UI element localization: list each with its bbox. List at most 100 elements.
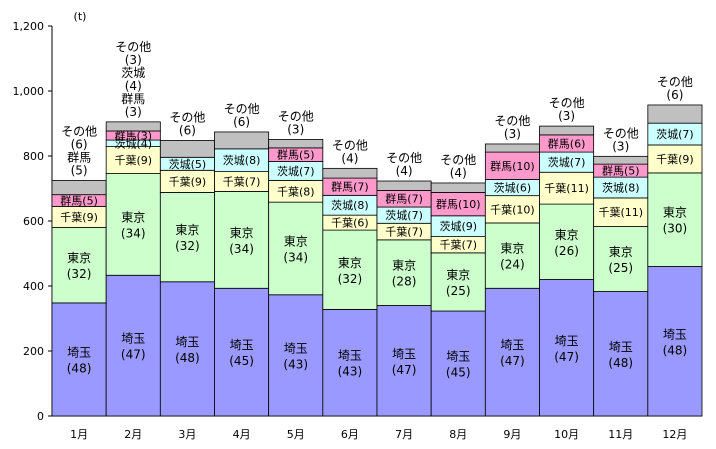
segment-name: 群馬(7) [385,192,423,206]
segment-label: 群馬(3) [114,129,152,143]
bar-segment [268,294,324,417]
segment-label: 群馬(6) [548,136,586,150]
segment-name: 東京 [446,268,470,282]
segment-label: 茨城(7) [277,164,315,178]
segment-label: 千葉(10) [490,202,535,216]
segment-name: 茨城(8) [223,153,261,167]
segment-share: (45) [446,366,471,380]
segment-label: 東京 (34) [283,234,308,264]
x-tick-label: 3月 [178,428,196,441]
segment-label: 群馬(5) [602,164,640,178]
above-bar-label: その他 [657,75,693,89]
segment-name: 群馬(10) [436,197,481,211]
segment-name: 茨城(8) [602,181,640,195]
segment-share: (34) [229,242,254,256]
bar-segment [105,173,161,276]
segment-share: (47) [392,363,417,377]
segment-name: 東京 [121,210,145,224]
segment-share: (25) [446,284,471,298]
segment-name: 東京 [555,228,579,242]
segment-name: 埼玉 [230,338,254,352]
bar-segment [268,201,324,296]
x-tick-label: 6月 [341,428,359,441]
above-bar-label: (3) [504,127,521,141]
segment-label: 東京 (24) [500,242,525,272]
bar-segment [376,239,432,306]
segment-label: 千葉(7) [439,238,477,252]
bar-segment [322,229,378,310]
bar-segment [647,104,703,124]
bar-segment [322,308,378,417]
above-bar-label: その他 [494,114,530,128]
above-bar-label: (6) [233,115,250,129]
bar-segment [214,287,270,417]
y-tick-label: 800 [23,150,44,163]
segment-label: 茨城(5) [169,157,207,171]
segment-name: 東京 [663,206,687,220]
segment-label: 千葉(6) [331,216,369,230]
bar-segment [159,139,215,158]
segment-name: 群馬(10) [490,159,535,173]
bars [51,104,703,417]
segment-label: 群馬(7) [385,192,423,206]
segment-label: 埼玉 (47) [392,347,417,377]
axes: 0 200 400 600 800 1,000 1,200 1月 2月 3月 4月 5月 6月 7月 8月 9… [13,20,702,441]
segment-label: 茨城(7) [385,208,423,222]
segment-label: 東京 (30) [663,206,688,236]
bar-segment [268,139,324,149]
segment-name: 群馬(3) [114,129,152,143]
segment-share: (34) [283,250,308,264]
bar-segment [214,131,270,150]
segment-name: 千葉(9) [60,210,98,224]
bar-segment [647,172,703,267]
above-bar-label: (3) [125,105,142,119]
above-bar-label: その他 [61,124,97,138]
segment-label: 東京 (32) [175,223,200,253]
segment-share: (43) [283,357,308,371]
segment-name: 千葉(11) [544,181,589,195]
segment-name: 埼玉 [609,340,633,354]
segment-share: (34) [121,226,146,240]
segment-name: 埼玉 [392,347,416,361]
segment-share: (48) [663,343,688,357]
above-bar-label: その他 [224,102,260,116]
segment-name: 茨城(7) [277,164,315,178]
segment-name: 東京 [500,242,524,256]
segment-name: 東京 [284,234,308,248]
segment-share: (47) [121,348,146,362]
segment-label: 茨城(8) [223,153,261,167]
segment-share: (43) [338,365,363,379]
segment-name: 千葉(9) [169,174,207,188]
above-bar-label: (6) [179,123,196,137]
above-bar-label: (4) [125,79,142,93]
bar-segment [105,121,161,132]
segment-label: 千葉(11) [544,181,589,195]
segment-share: (30) [663,222,688,236]
above-bar-label: (3) [287,122,304,136]
segment-name: 千葉(7) [385,225,423,239]
bar-segment [51,227,107,304]
segment-name: 群馬(5) [60,194,98,208]
x-tick-label: 5月 [287,428,305,441]
segment-label: 東京 (34) [229,226,254,256]
segment-name: 群馬(5) [277,148,315,162]
segment-name: 埼玉 [446,350,470,364]
x-tick-label: 1月 [70,428,88,441]
above-bar-label: 群馬 [121,92,145,106]
segment-label: 群馬(10) [490,159,535,173]
segment-share: (48) [175,351,200,365]
segment-name: 埼玉 [555,334,579,348]
above-bar-label: 群馬 [67,150,91,164]
segment-name: 千葉(6) [331,216,369,230]
segment-name: 東京 [609,245,633,259]
segment-label: 茨城(7) [656,127,694,141]
segment-name: 千葉(9) [656,152,694,166]
segment-label: 千葉(7) [385,225,423,239]
segment-name: 東京 [230,226,254,240]
segment-label: 茨城(6) [494,181,532,195]
bar-segment [430,252,486,312]
bar-segment [593,155,649,165]
segment-label: 埼玉 (48) [608,340,633,370]
segment-name: 埼玉 [67,345,91,359]
